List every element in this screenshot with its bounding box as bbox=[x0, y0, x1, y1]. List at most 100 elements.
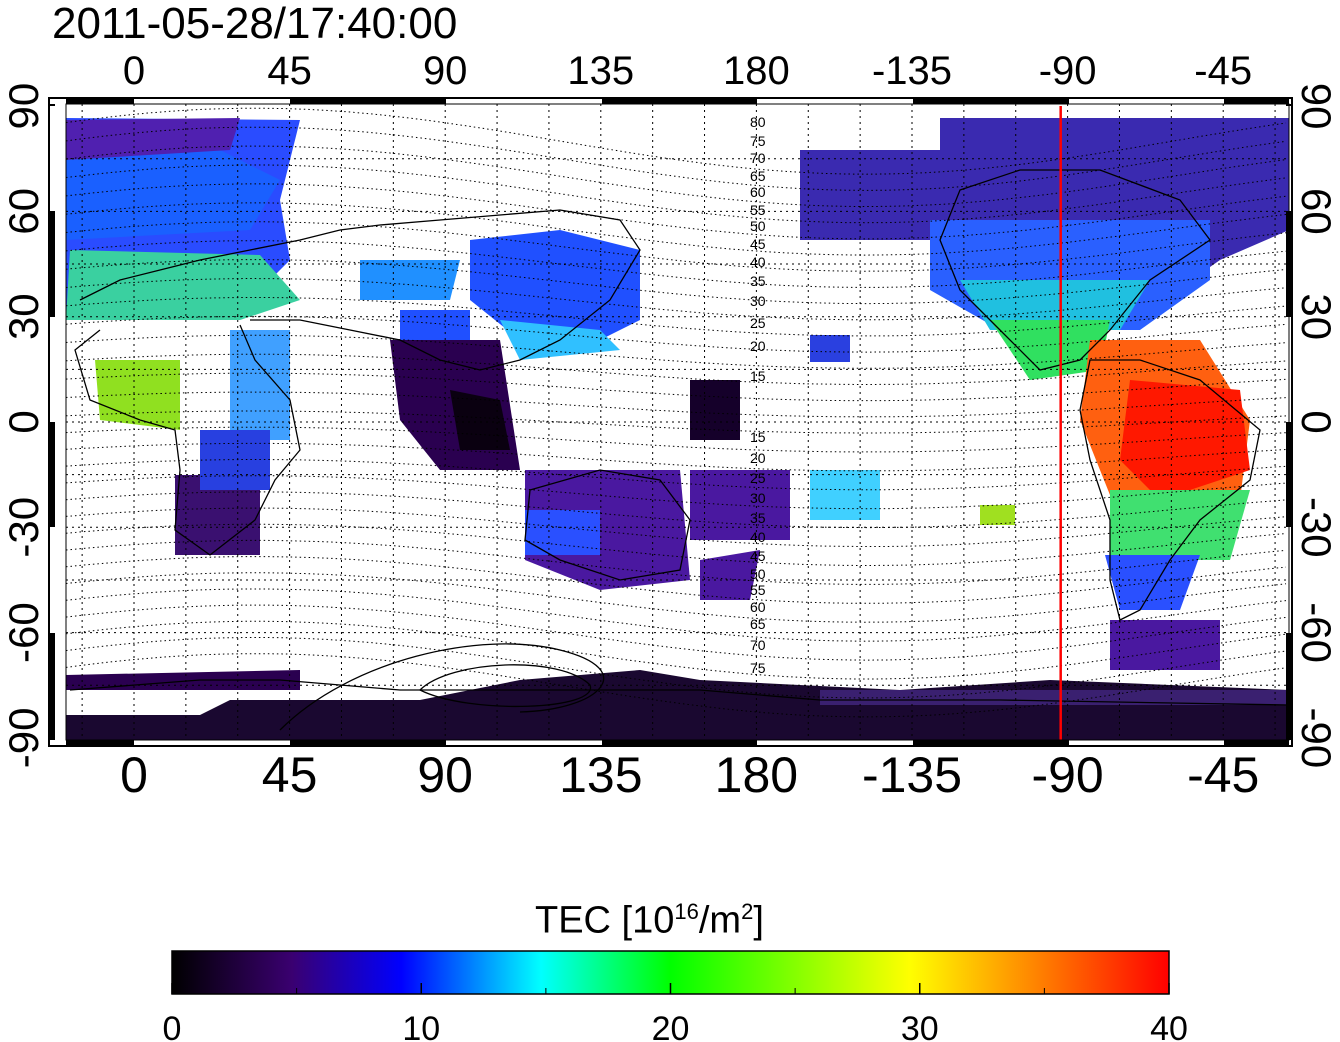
contour-label: 60 bbox=[750, 599, 766, 615]
contour-line bbox=[66, 426, 1287, 453]
contour-label: 45 bbox=[750, 548, 766, 564]
bottom-lon-label: 0 bbox=[120, 747, 148, 803]
left-lat-label: -30 bbox=[0, 497, 47, 558]
right-lat-label: 30 bbox=[1293, 293, 1340, 340]
bottom-lon-label: -135 bbox=[862, 747, 962, 803]
contour-line bbox=[66, 475, 1287, 510]
top-lon-label: 90 bbox=[423, 49, 468, 93]
contour-line bbox=[66, 183, 1287, 240]
contour-line bbox=[66, 315, 1287, 353]
left-lat-label: -90 bbox=[0, 708, 47, 769]
frame-segment bbox=[1286, 633, 1292, 740]
contour-line bbox=[66, 353, 1287, 386]
top-lon-label: 135 bbox=[567, 49, 634, 93]
contour-line bbox=[66, 277, 1287, 321]
contour-label: 40 bbox=[750, 529, 766, 545]
timestamp-title: 2011-05-28/17:40:00 bbox=[52, 0, 458, 48]
top-lon-label: 45 bbox=[267, 49, 312, 93]
contour-label: 70 bbox=[750, 150, 766, 166]
contour-line bbox=[66, 556, 1287, 604]
bottom-lon-label: -90 bbox=[1031, 747, 1103, 803]
contour-label: 30 bbox=[750, 293, 766, 309]
contour-line bbox=[66, 507, 1287, 547]
right-lat-label: -60 bbox=[1293, 602, 1340, 663]
contour-line bbox=[66, 442, 1287, 472]
top-longitude-labels: 0 45 90 135 180 -135 -90 -45 bbox=[123, 49, 1252, 93]
bottom-lon-label: -45 bbox=[1187, 747, 1259, 803]
bottom-lon-label: 180 bbox=[715, 747, 798, 803]
contour-label: 45 bbox=[750, 236, 766, 252]
frame-segment bbox=[49, 633, 55, 740]
left-latitude-labels: 90 60 30 0 -30 -60 -90 bbox=[0, 83, 47, 769]
frame-segment bbox=[290, 98, 446, 104]
top-lon-label: 180 bbox=[723, 49, 790, 93]
contour-label: 30 bbox=[750, 490, 766, 506]
contour-line bbox=[66, 637, 1287, 699]
top-lon-label: -90 bbox=[1039, 49, 1097, 93]
frame-segment bbox=[1224, 98, 1289, 104]
right-lat-label: 60 bbox=[1293, 188, 1340, 235]
top-lon-label: -45 bbox=[1194, 49, 1252, 93]
contour-line bbox=[66, 202, 1287, 256]
contour-line bbox=[66, 126, 1287, 191]
colorbar-tick-label: 20 bbox=[652, 1010, 690, 1042]
contour-line bbox=[66, 145, 1287, 208]
contour-line bbox=[66, 334, 1287, 369]
contour-label: 65 bbox=[750, 168, 766, 184]
frame-segment bbox=[1286, 422, 1292, 527]
contour-label: 35 bbox=[750, 273, 766, 289]
contour-label: 55 bbox=[750, 202, 766, 218]
colorbar-tick-label: 0 bbox=[163, 1010, 182, 1042]
frame-segment bbox=[602, 98, 757, 104]
contour-line bbox=[66, 539, 1287, 585]
contour-line bbox=[66, 604, 1287, 661]
frame-segment bbox=[49, 104, 55, 106]
left-lat-label: 90 bbox=[0, 83, 47, 130]
frame-segment bbox=[1286, 211, 1292, 317]
contour-label: 80 bbox=[750, 114, 766, 130]
colorbar-tick-label: 40 bbox=[1150, 1010, 1188, 1042]
contour-label: 40 bbox=[750, 254, 766, 270]
contour-labels: 8075706560555045403530252015152025303540… bbox=[750, 114, 766, 676]
contour-label: 25 bbox=[750, 315, 766, 331]
contour-label: 35 bbox=[750, 510, 766, 526]
contour-line bbox=[66, 523, 1287, 567]
frame-segment bbox=[66, 740, 134, 746]
contour-line bbox=[66, 297, 1287, 337]
colorbar-ticks: 0 10 20 30 40 bbox=[163, 983, 1188, 1042]
frame-segment bbox=[66, 98, 134, 104]
left-lat-label: 0 bbox=[0, 410, 47, 433]
frame-segment bbox=[913, 98, 1069, 104]
contour-line bbox=[66, 588, 1287, 642]
right-lat-label: 0 bbox=[1293, 410, 1340, 433]
contour-line bbox=[66, 372, 1287, 402]
frame-segment bbox=[49, 422, 55, 527]
bottom-lon-label: 90 bbox=[417, 747, 473, 803]
right-latitude-labels: 90 60 30 0 -30 -60 -90 bbox=[1293, 83, 1340, 769]
frame-segment bbox=[290, 740, 446, 746]
top-lon-label: -135 bbox=[872, 49, 952, 93]
contour-label: 50 bbox=[750, 218, 766, 234]
contour-label: 75 bbox=[750, 660, 766, 676]
contour-line bbox=[66, 491, 1287, 529]
frame-segment bbox=[602, 740, 757, 746]
magnetic-latitude-contours bbox=[66, 107, 1287, 718]
contour-line bbox=[66, 221, 1287, 272]
contour-label: 55 bbox=[750, 582, 766, 598]
contour-line bbox=[66, 620, 1287, 680]
contour-line bbox=[66, 164, 1287, 224]
contour-label: 60 bbox=[750, 184, 766, 200]
bottom-lon-label: 45 bbox=[262, 747, 318, 803]
contour-line bbox=[66, 459, 1287, 491]
contour-label: 15 bbox=[750, 429, 766, 445]
left-lat-label: 60 bbox=[0, 188, 47, 235]
bottom-longitude-labels: 0 45 90 135 180 -135 -90 -45 bbox=[120, 747, 1259, 803]
contour-line bbox=[66, 259, 1287, 305]
contour-line bbox=[66, 653, 1287, 718]
frame-tick-segments bbox=[49, 98, 1292, 746]
right-lat-label: 90 bbox=[1293, 83, 1340, 130]
frame-segment bbox=[913, 740, 1069, 746]
left-lat-label: 30 bbox=[0, 293, 47, 340]
contour-label: 20 bbox=[750, 338, 766, 354]
